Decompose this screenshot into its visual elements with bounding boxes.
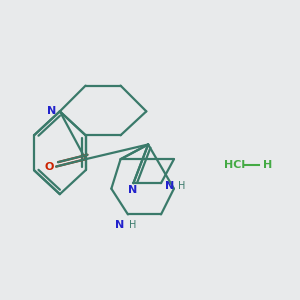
Text: N: N xyxy=(47,106,56,116)
Text: H: H xyxy=(263,160,272,170)
Text: N: N xyxy=(128,185,138,196)
Text: H: H xyxy=(178,181,185,191)
Text: N: N xyxy=(164,181,174,191)
Text: HCl: HCl xyxy=(224,160,245,170)
Text: O: O xyxy=(45,162,54,172)
Text: N: N xyxy=(115,220,124,230)
Text: H: H xyxy=(129,220,136,230)
